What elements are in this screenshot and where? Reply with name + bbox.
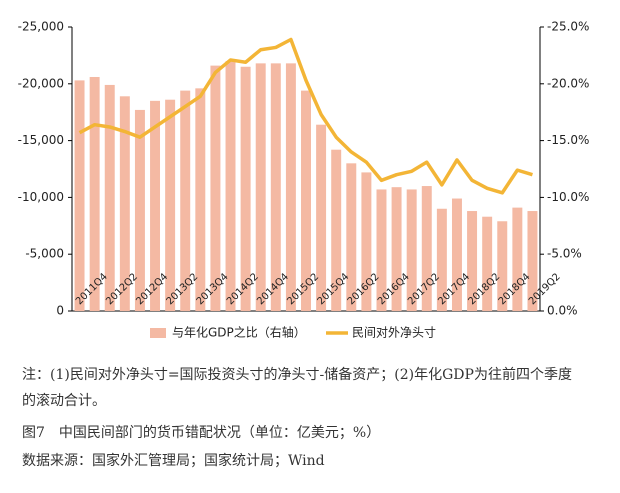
bar: [391, 187, 402, 311]
bar: [225, 61, 236, 311]
y2-tick-label: -25.0%: [547, 20, 589, 34]
y2-tick-label: -5.0%: [547, 247, 582, 261]
y-tick-label: -10,000: [18, 190, 64, 204]
bar: [150, 100, 161, 311]
bar: [512, 207, 523, 311]
bar: [255, 63, 266, 311]
y-tick-label: -20,000: [18, 76, 64, 90]
bar: [104, 84, 115, 311]
chart: -25,000 -20,000 -15,000 -10,000 -5,000 0 -25.0…: [18, 20, 590, 340]
bar: [361, 172, 372, 311]
bar: [180, 90, 191, 311]
legend-swatch: [150, 328, 166, 338]
bar: [467, 211, 478, 311]
bar: [316, 124, 327, 311]
bar: [482, 216, 493, 311]
y2-tick-label: -20.0%: [547, 76, 589, 90]
y2-tick-label: -10.0%: [547, 190, 589, 204]
bar: [89, 76, 100, 311]
y-tick-label: -25,000: [18, 20, 64, 34]
bar: [497, 221, 508, 311]
bar: [195, 88, 206, 312]
bar: [74, 80, 85, 311]
note: 注：(1)民间对外净头寸=国际投资头寸的净头寸-储备资产；(2)年化GDP为往前…: [22, 367, 572, 409]
bar: [436, 208, 447, 311]
y2-tick-label: -15.0%: [547, 133, 589, 147]
y2-tick-label: 0.0%: [547, 304, 578, 318]
bar: [134, 109, 145, 311]
bar: [165, 99, 176, 311]
bar: [421, 186, 432, 311]
caption: 图7 中国民间部门的货币错配状况（单位：亿美元；%）: [22, 425, 381, 441]
legend-label: 与年化GDP之比（右轴）: [172, 325, 306, 340]
bar: [119, 96, 130, 312]
line: [78, 37, 533, 195]
legend-label: 民间对外净头寸: [352, 326, 436, 340]
bar: [346, 163, 357, 311]
bar: [527, 211, 538, 311]
bar: [451, 198, 462, 311]
bar: [270, 63, 281, 311]
bar: [331, 149, 342, 311]
source: 数据来源：国家外汇管理局；国家统计局；Wind: [22, 453, 325, 469]
bar: [240, 66, 251, 311]
bar: [210, 65, 221, 312]
bar: [285, 63, 296, 311]
y-tick-label: -15,000: [18, 133, 64, 147]
y-tick-label: 0: [56, 304, 64, 318]
y-tick-label: -5,000: [25, 247, 64, 261]
bar: [406, 189, 417, 311]
bar: [376, 189, 387, 311]
bar: [301, 90, 311, 311]
